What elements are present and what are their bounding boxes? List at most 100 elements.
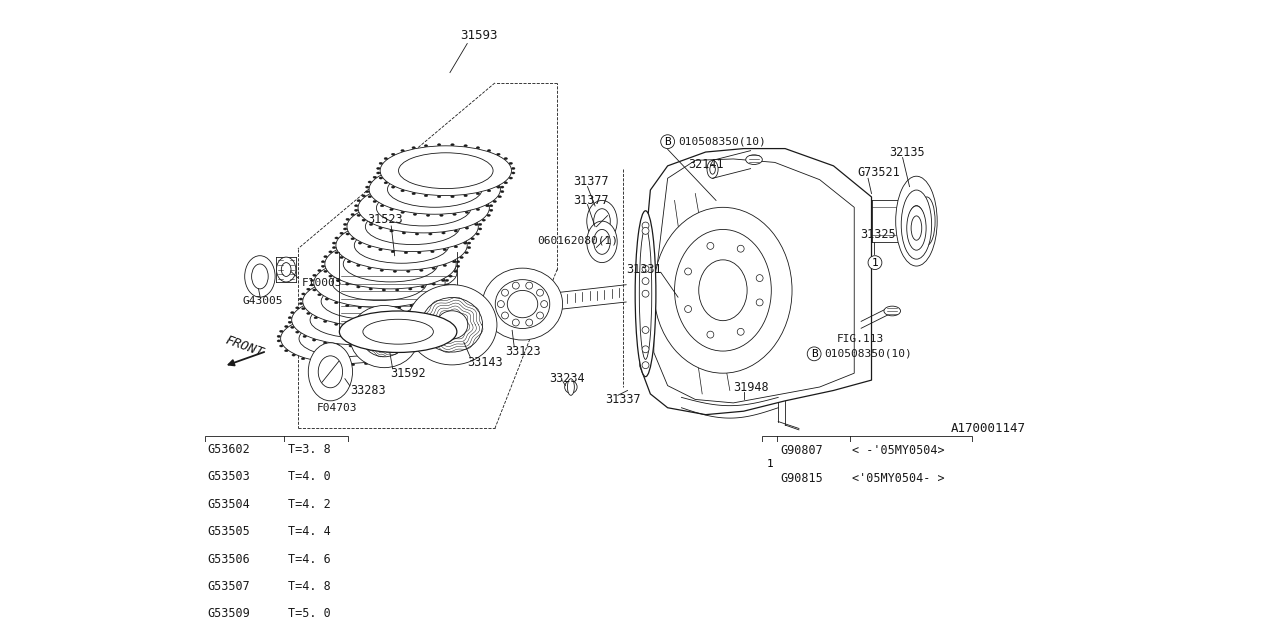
Ellipse shape	[430, 201, 434, 203]
Bar	[762, 436, 972, 493]
Circle shape	[512, 319, 520, 326]
Ellipse shape	[430, 265, 434, 268]
Ellipse shape	[421, 286, 425, 288]
Text: G90815: G90815	[780, 472, 823, 485]
Circle shape	[660, 135, 675, 148]
Ellipse shape	[438, 143, 440, 146]
Ellipse shape	[279, 345, 283, 347]
Ellipse shape	[365, 363, 367, 365]
Text: 31337: 31337	[605, 393, 641, 406]
Ellipse shape	[310, 284, 314, 286]
Ellipse shape	[367, 221, 371, 223]
Ellipse shape	[358, 183, 489, 233]
Ellipse shape	[357, 264, 360, 266]
Ellipse shape	[347, 228, 351, 230]
Ellipse shape	[465, 187, 468, 189]
Circle shape	[526, 282, 532, 289]
Ellipse shape	[376, 172, 380, 174]
Text: 1: 1	[872, 258, 878, 268]
Text: G53504: G53504	[207, 498, 251, 511]
Text: B: B	[664, 137, 671, 147]
Ellipse shape	[463, 209, 467, 211]
Ellipse shape	[430, 251, 434, 253]
Ellipse shape	[314, 258, 445, 308]
Ellipse shape	[372, 176, 376, 179]
Circle shape	[536, 312, 544, 319]
Ellipse shape	[442, 280, 445, 282]
Ellipse shape	[301, 358, 305, 360]
Ellipse shape	[292, 321, 296, 323]
Ellipse shape	[384, 308, 388, 310]
Ellipse shape	[454, 255, 457, 258]
Ellipse shape	[463, 145, 467, 147]
Ellipse shape	[421, 301, 425, 304]
Text: 33283: 33283	[349, 384, 385, 397]
Ellipse shape	[300, 321, 393, 356]
Circle shape	[643, 266, 649, 273]
Ellipse shape	[388, 317, 392, 319]
Ellipse shape	[421, 262, 425, 264]
Ellipse shape	[392, 251, 394, 253]
Ellipse shape	[398, 307, 401, 308]
Ellipse shape	[567, 379, 575, 396]
Text: FRONT: FRONT	[224, 334, 266, 360]
Ellipse shape	[421, 312, 424, 314]
Ellipse shape	[509, 177, 512, 179]
Ellipse shape	[396, 289, 399, 291]
Ellipse shape	[639, 228, 652, 360]
Ellipse shape	[488, 150, 490, 152]
Ellipse shape	[346, 283, 349, 285]
Ellipse shape	[324, 280, 326, 282]
Ellipse shape	[476, 233, 479, 235]
Text: T=4. 4: T=4. 4	[288, 525, 330, 538]
Ellipse shape	[465, 237, 468, 239]
Ellipse shape	[319, 356, 343, 388]
Ellipse shape	[424, 317, 426, 319]
Ellipse shape	[383, 289, 385, 291]
Circle shape	[868, 256, 882, 269]
Text: A170001147: A170001147	[951, 422, 1027, 435]
Ellipse shape	[355, 227, 449, 263]
Ellipse shape	[346, 259, 349, 260]
Ellipse shape	[362, 319, 434, 344]
Ellipse shape	[402, 232, 406, 234]
Ellipse shape	[707, 161, 718, 179]
Ellipse shape	[244, 256, 275, 297]
Ellipse shape	[347, 275, 351, 277]
Ellipse shape	[303, 335, 306, 337]
Ellipse shape	[252, 264, 269, 289]
Ellipse shape	[357, 286, 360, 288]
Text: 33234: 33234	[549, 372, 585, 385]
Ellipse shape	[375, 294, 379, 296]
Ellipse shape	[390, 209, 393, 211]
Circle shape	[737, 328, 744, 335]
Ellipse shape	[357, 224, 360, 227]
Ellipse shape	[383, 237, 385, 239]
Ellipse shape	[349, 305, 419, 367]
Ellipse shape	[404, 326, 408, 328]
Circle shape	[707, 331, 714, 338]
Ellipse shape	[699, 260, 748, 321]
Ellipse shape	[467, 242, 471, 244]
Ellipse shape	[380, 146, 512, 196]
Ellipse shape	[358, 257, 361, 259]
Ellipse shape	[379, 187, 383, 189]
Ellipse shape	[351, 238, 355, 240]
Ellipse shape	[396, 237, 399, 239]
Ellipse shape	[443, 224, 447, 227]
Ellipse shape	[334, 277, 338, 279]
Ellipse shape	[401, 211, 404, 213]
Text: 31948: 31948	[733, 381, 769, 394]
Ellipse shape	[329, 275, 333, 277]
Ellipse shape	[417, 252, 421, 253]
Text: 31377: 31377	[573, 175, 608, 188]
Ellipse shape	[463, 195, 467, 196]
Ellipse shape	[307, 288, 310, 290]
Ellipse shape	[488, 190, 490, 192]
Ellipse shape	[392, 186, 396, 188]
Ellipse shape	[288, 321, 292, 323]
Ellipse shape	[465, 227, 468, 229]
Ellipse shape	[420, 317, 422, 319]
Ellipse shape	[399, 299, 402, 301]
Ellipse shape	[504, 157, 507, 159]
